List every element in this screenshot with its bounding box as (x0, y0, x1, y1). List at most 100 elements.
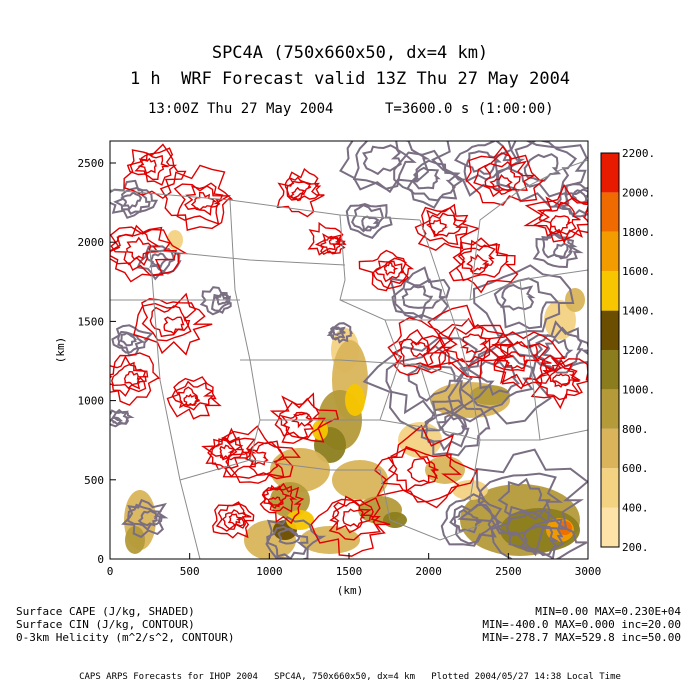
colorbar-segment (601, 389, 619, 429)
state-boundary (149, 249, 346, 266)
helicity-contour (212, 503, 255, 539)
helicity-contour (523, 183, 588, 243)
cin-contour (150, 252, 172, 269)
colorbar-label: 1800. (622, 226, 655, 239)
helicity-contour (448, 237, 519, 294)
valid-time-label: 13:00Z Thu 27 May 2004 (148, 101, 334, 117)
helicity-contour (466, 253, 489, 272)
cape-region (332, 460, 388, 500)
cin-contour (199, 286, 230, 316)
helicity-contour (163, 316, 185, 335)
cin-contour (452, 508, 482, 534)
colorbar-label: 600. (622, 462, 649, 475)
helicity-contour (207, 427, 257, 478)
x-tick-label: 2000 (415, 565, 442, 578)
helicity-contour (406, 457, 439, 484)
helicity-contour (426, 218, 449, 236)
helicity-contour (542, 359, 582, 387)
helicity-contour (444, 323, 493, 363)
cin-contour (440, 493, 503, 547)
helicity-contour (184, 182, 224, 216)
plot-title: SPC4A (750x660x50, dx=4 km) (211, 43, 489, 63)
colorbar-label: 1600. (622, 265, 655, 278)
cin-contour (401, 285, 434, 309)
helicity-contour (201, 436, 248, 471)
x-tick-label: 2500 (495, 565, 522, 578)
helicity-contour (387, 317, 454, 374)
helicity-contour (502, 351, 529, 370)
y-axis: 0 500 1000 1500 2000 2500 (78, 157, 116, 566)
cape-region (345, 384, 365, 416)
state-boundary (260, 419, 481, 441)
helicity-contour (261, 484, 290, 506)
cape-region (270, 482, 310, 518)
colorbar-segment (601, 271, 619, 311)
cin-contour (211, 292, 232, 314)
helicity-contour (410, 340, 430, 358)
cin-contour (561, 190, 588, 216)
cin-contour (447, 337, 552, 425)
helicity-contour (149, 305, 191, 338)
cin-contour (328, 322, 353, 344)
helicity-contour (358, 249, 415, 292)
cin-contour (110, 179, 159, 219)
helicity-contour (473, 152, 537, 198)
state-boundary (249, 459, 481, 541)
helicity-contour (259, 482, 305, 525)
state-boundary (149, 249, 201, 559)
x-axis: 0 500 1000 1500 2000 2500 3000 (107, 553, 601, 578)
cin-contour (453, 141, 513, 183)
helicity-contour (437, 317, 504, 368)
colorbar-segment (601, 428, 619, 469)
state-boundary (179, 459, 251, 481)
helicity-contour (489, 174, 513, 195)
state-boundary (229, 199, 261, 461)
state-boundaries (110, 159, 588, 559)
state-boundary (469, 159, 588, 301)
cape-region (565, 288, 585, 312)
helicity-contour (211, 437, 244, 461)
helicity-contour (455, 239, 509, 282)
cin-contour (119, 331, 138, 347)
colorbar-frame (600, 152, 620, 548)
cin-contour (532, 230, 584, 269)
legend-helicity: 0-3km Helicity (m^2/s^2, CONTOUR) (16, 631, 235, 644)
helicity-contour (310, 497, 391, 557)
colorbar: 200. 400. 600. 800. 1000. 1200. 1400. 1600. 1800… (600, 147, 655, 554)
helicity-contour (465, 145, 546, 206)
cape-region (312, 420, 328, 440)
helicity-contour (392, 329, 447, 376)
helicity-contour (417, 203, 480, 252)
y-tick-label: 2500 (78, 157, 105, 170)
helicity-contour (110, 355, 149, 397)
helicity-contour (166, 376, 222, 420)
helicity-contour (269, 392, 340, 444)
cin-contour (457, 448, 588, 557)
cin-contour (120, 191, 143, 211)
colorbar-label: 1400. (622, 305, 655, 318)
helicity-contour (328, 495, 382, 541)
helicity-contours (110, 143, 588, 557)
helicity-contour (190, 191, 218, 211)
cin-contour (431, 141, 526, 197)
cin-contour (361, 144, 402, 176)
cin-contour (523, 153, 562, 182)
helicity-contour (248, 448, 269, 466)
colorbar-segment (601, 350, 619, 390)
helicity-contour (126, 147, 178, 186)
state-boundary (419, 364, 441, 431)
colorbar-label: 800. (622, 423, 649, 436)
helicity-contour (307, 221, 347, 256)
y-axis-label: (km) (54, 337, 67, 364)
forecast-time-label: T=3600.0 s (1:00:00) (385, 101, 554, 117)
colorbar-segment (601, 468, 619, 508)
cin-contour (266, 525, 309, 559)
cin-contour (519, 525, 560, 557)
helicity-contour (177, 386, 201, 409)
helicity-contour (261, 485, 298, 513)
helicity-contour (549, 215, 573, 233)
cin-contour (497, 477, 551, 521)
cin-contour (345, 203, 393, 239)
colorbar-label: 2000. (622, 186, 655, 199)
